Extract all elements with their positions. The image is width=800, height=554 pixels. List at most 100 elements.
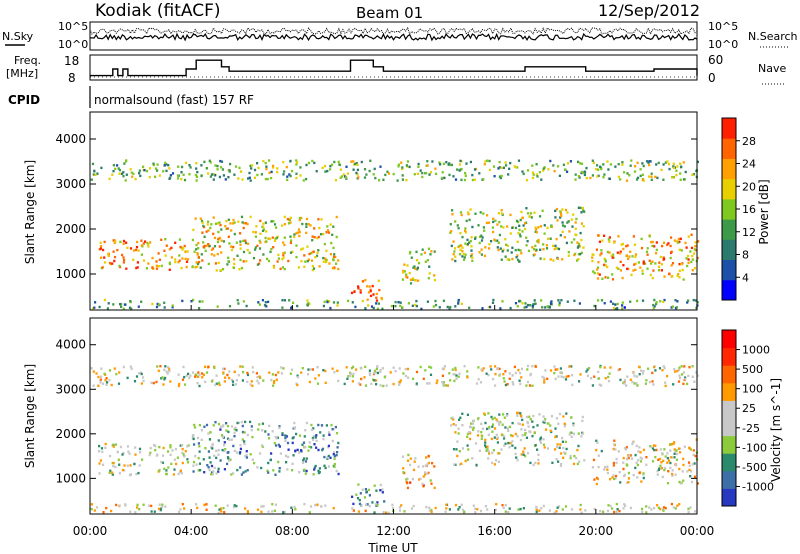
- echo-cell: [229, 222, 232, 225]
- echo-cell: [122, 451, 125, 455]
- echo-cell: [204, 447, 207, 450]
- echo-cell: [326, 169, 329, 173]
- echo-cell: [570, 241, 573, 244]
- echo-cell: [219, 159, 222, 163]
- echo-cell: [567, 375, 570, 378]
- echo-cell: [444, 384, 447, 387]
- echo-cell: [412, 266, 415, 269]
- echo-cell: [694, 241, 697, 244]
- echo-cell: [679, 178, 682, 181]
- echo-cell: [311, 264, 314, 268]
- echo-cell: [609, 366, 612, 369]
- echo-cell: [417, 465, 420, 468]
- echo-cell: [214, 421, 217, 424]
- echo-cell: [210, 380, 214, 383]
- echo-cell: [368, 373, 372, 377]
- echo-cell: [639, 460, 643, 463]
- echo-cell: [116, 450, 119, 454]
- echo-cell: [554, 427, 557, 430]
- echo-cell: [318, 226, 321, 230]
- echo-cell: [126, 376, 129, 380]
- echo-cell: [633, 263, 636, 266]
- echo-cell: [118, 472, 121, 475]
- echo-cell: [121, 253, 124, 257]
- echo-cell: [343, 382, 346, 386]
- echo-cell: [303, 254, 306, 257]
- echo-cell: [457, 432, 460, 435]
- echo-cell: [542, 248, 545, 251]
- echo-cell: [333, 457, 336, 460]
- echo-cell: [458, 450, 461, 453]
- echo-cell: [488, 247, 491, 250]
- echo-cell: [304, 429, 307, 432]
- echo-cell: [213, 236, 217, 240]
- echo-cell: [562, 456, 565, 459]
- echo-cell: [207, 365, 210, 368]
- echo-cell: [216, 222, 219, 225]
- echo-cell: [220, 434, 224, 437]
- echo-cell: [427, 277, 430, 280]
- echo-cell: [487, 412, 490, 415]
- echo-cell: [684, 376, 687, 379]
- echo-cell: [163, 301, 166, 304]
- echo-cell: [441, 374, 444, 377]
- echo-cell: [147, 243, 150, 246]
- echo-cell: [202, 224, 205, 228]
- echo-cell: [483, 412, 486, 415]
- echo-cell: [251, 164, 254, 167]
- echo-cell: [661, 475, 664, 479]
- echo-cell: [599, 253, 602, 257]
- echo-cell: [675, 169, 678, 172]
- echo-cell: [308, 445, 311, 448]
- echo-cell: [352, 509, 355, 512]
- echo-cell: [470, 253, 473, 256]
- echo-cell: [302, 179, 305, 182]
- echo-cell: [273, 223, 277, 226]
- echo-cell: [676, 504, 679, 507]
- echo-cell: [554, 244, 557, 247]
- echo-cell: [473, 168, 477, 171]
- echo-cell: [398, 367, 401, 370]
- echo-cell: [596, 277, 600, 280]
- echo-cell: [181, 451, 184, 455]
- echo-cell: [333, 266, 336, 269]
- echo-cell: [239, 365, 242, 368]
- echo-cell: [161, 376, 164, 379]
- echo-cell: [679, 237, 682, 240]
- echo-cell: [507, 429, 510, 432]
- echo-cell: [638, 365, 641, 369]
- echo-cell: [603, 366, 606, 369]
- echo-cell: [517, 508, 520, 511]
- echo-cell: [168, 248, 171, 251]
- echo-cell: [138, 464, 141, 467]
- echo-cell: [531, 420, 534, 423]
- echo-cell: [514, 302, 518, 305]
- echo-cell: [264, 430, 267, 433]
- echo-cell: [248, 251, 251, 254]
- echo-cell: [192, 470, 195, 473]
- echo-cell: [690, 246, 694, 250]
- echo-cell: [198, 462, 202, 465]
- echo-cell: [651, 380, 654, 383]
- echo-cell: [210, 471, 214, 474]
- echo-cell: [92, 173, 95, 176]
- echo-cell: [331, 367, 334, 370]
- echo-cell: [118, 504, 121, 507]
- echo-cell: [375, 489, 378, 492]
- echo-cell: [216, 168, 219, 171]
- echo-cell: [663, 466, 667, 470]
- echo-cell: [407, 302, 410, 305]
- echo-cell: [559, 210, 562, 213]
- echo-cell: [200, 438, 203, 441]
- echo-cell: [460, 178, 463, 182]
- echo-cell: [250, 428, 253, 432]
- echo-cell: [169, 444, 172, 447]
- echo-cell: [577, 432, 580, 435]
- echo-cell: [659, 255, 662, 259]
- echo-cell: [579, 503, 582, 507]
- echo-cell: [137, 305, 140, 308]
- echo-cell: [90, 367, 93, 370]
- echo-cell: [114, 465, 117, 469]
- echo-cell: [688, 468, 691, 472]
- echo-cell: [215, 269, 218, 272]
